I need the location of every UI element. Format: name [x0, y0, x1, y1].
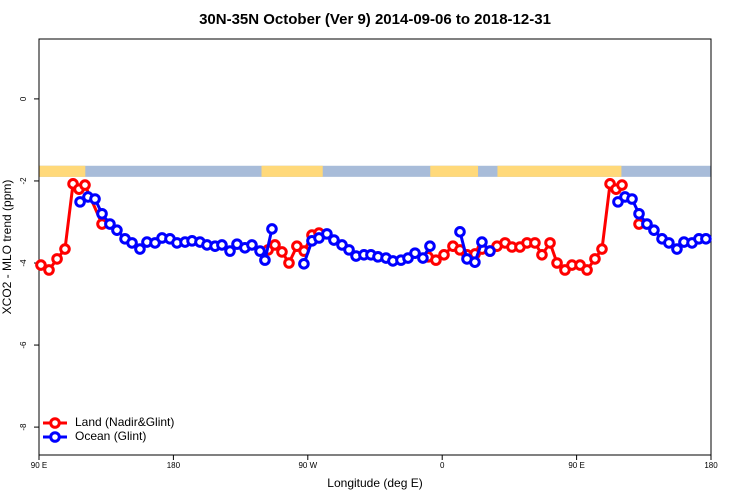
legend-label: Land (Nadir&Glint) — [75, 415, 174, 429]
series-point — [59, 243, 71, 255]
series-point — [417, 252, 429, 264]
land-band — [430, 165, 479, 177]
series-point — [269, 239, 281, 251]
series-point — [581, 264, 593, 276]
series-point — [469, 256, 481, 268]
series-point — [438, 248, 450, 261]
series-point — [529, 237, 541, 249]
x-tick-label: 90 E — [568, 461, 584, 470]
series-point — [409, 247, 421, 259]
land-band — [497, 165, 622, 177]
series-point — [551, 257, 563, 269]
x-axis-label: Longitude (deg E) — [327, 476, 422, 490]
series-point — [246, 239, 258, 251]
series-point — [89, 193, 101, 205]
series-point — [298, 258, 310, 270]
y-tick-label: 0 — [19, 96, 28, 101]
series-point — [484, 245, 496, 257]
ocean-band — [39, 165, 711, 177]
y-tick-label: -4 — [19, 259, 28, 267]
y-tick-label: -8 — [19, 423, 28, 431]
series-point — [126, 237, 138, 249]
land-band — [261, 165, 323, 177]
series-point — [700, 232, 712, 245]
y-tick-label: -2 — [19, 177, 28, 185]
series-point — [596, 243, 608, 255]
series-point — [328, 234, 340, 246]
series-point — [663, 237, 675, 249]
x-tick-label: 180 — [167, 461, 181, 470]
series-point — [51, 253, 63, 265]
series-point — [111, 224, 123, 236]
series-point — [74, 196, 86, 208]
x-tick-label: 90 W — [298, 461, 317, 470]
series-point — [79, 179, 91, 191]
series-point — [454, 226, 466, 238]
series-point — [626, 193, 638, 205]
series-point — [641, 218, 653, 230]
series-point — [633, 207, 645, 220]
series-point — [104, 218, 116, 230]
x-tick-label: 0 — [440, 461, 445, 470]
chart-title: 30N-35N October (Ver 9) 2014-09-06 to 20… — [199, 11, 551, 28]
series-point — [224, 245, 236, 257]
y-axis-label: XCO2 - MLO trend (ppm) — [0, 180, 14, 315]
x-tick-label: 90 E — [31, 461, 47, 470]
legend-marker — [49, 417, 61, 429]
series-point — [616, 179, 628, 191]
series-point — [283, 257, 295, 269]
series-point — [648, 224, 660, 236]
series-point — [424, 240, 436, 252]
series-point — [254, 245, 266, 257]
series-point — [96, 207, 108, 220]
series-point — [536, 248, 548, 261]
series-point — [476, 236, 488, 248]
series-point — [544, 237, 556, 249]
series-point — [589, 253, 601, 265]
land-band — [39, 165, 86, 177]
series-point — [43, 264, 55, 276]
series-point — [134, 243, 146, 255]
plot-frame — [38, 38, 712, 456]
series-point — [216, 239, 228, 251]
series-point — [321, 228, 333, 240]
series-point — [671, 243, 683, 255]
series-point — [343, 244, 355, 256]
series-point — [266, 223, 278, 235]
legend-marker — [49, 431, 61, 443]
series-point — [35, 259, 47, 271]
series-point — [276, 246, 288, 258]
legend-label: Ocean (Glint) — [75, 429, 146, 443]
series-point — [259, 254, 271, 266]
x-tick-label: 180 — [704, 461, 718, 470]
y-tick-label: -6 — [19, 341, 28, 349]
series-point — [430, 254, 442, 266]
